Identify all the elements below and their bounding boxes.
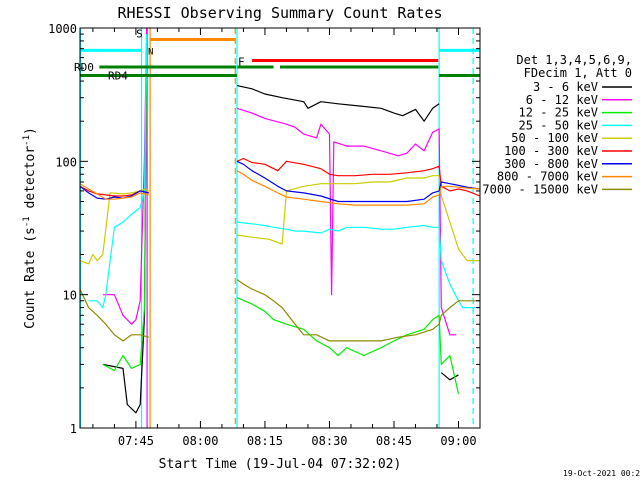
state-label-rd0: RD0	[74, 61, 94, 74]
legend-label-6-12-kev: 6 - 12 keV	[526, 93, 598, 107]
x-tick-label: 08:45	[376, 434, 412, 448]
y-tick-label: 100	[55, 155, 77, 169]
x-tick-label: 08:00	[182, 434, 218, 448]
plot-frame	[79, 27, 481, 429]
legend-header-line-2: FDecim 1, Att 0	[524, 66, 632, 80]
y-axis: 1 10 100 1000	[48, 22, 480, 436]
y-axis-label: Count Rate (s-1 detector-1)	[22, 127, 38, 329]
marker-n-label: N	[148, 47, 153, 57]
x-tick-label: 08:30	[311, 434, 347, 448]
x-tick-label: 08:15	[247, 434, 283, 448]
y-tick-label: 10	[63, 289, 77, 303]
x-tick-label: 09:00	[440, 434, 476, 448]
series-50-100-kev-kev-line	[80, 175, 480, 265]
series-6-12-kev-kev-line	[102, 28, 457, 336]
series-7000-15000-kev-kev-line	[80, 279, 480, 342]
legend-label-7000-15000-kev: 7000 - 15000 keV	[482, 182, 598, 196]
state-label-s: S	[136, 27, 143, 40]
timestamp: 19-Oct-2021 00:28	[563, 469, 640, 478]
x-tick-label: 07:45	[118, 434, 154, 448]
legend-label-25-50-kev: 25 - 50 keV	[519, 118, 598, 132]
chart-title: RHESSI Observing Summary Count Rates	[117, 4, 442, 22]
state-label-f: F	[238, 56, 245, 69]
legend: Det 1,3,4,5,6,9, FDecim 1, Att 0 3 - 6 k…	[482, 53, 632, 196]
y-tick-label: 1	[70, 422, 77, 436]
legend-label-3-6-kev: 3 - 6 keV	[533, 80, 598, 94]
y-tick-label: 1000	[48, 22, 77, 36]
state-labels: S F RD0 RD4 N	[74, 27, 245, 82]
plot-content: S F RD0 RD4 N	[74, 27, 480, 428]
x-axis-label: Start Time (19-Jul-04 07:32:02)	[159, 457, 402, 472]
series-800-7000-kev-kev-line	[80, 170, 480, 206]
legend-label-800-7000-kev: 800 - 7000 keV	[497, 170, 598, 184]
state-label-rd4: RD4	[108, 70, 128, 83]
series-12-25-kev-kev-line	[102, 48, 460, 395]
series-300-800-kev-kev-line	[80, 160, 480, 203]
series-25-50-kev-kev-line	[88, 34, 480, 309]
legend-label-12-25-kev: 12 - 25 keV	[519, 106, 598, 120]
legend-label-100-300-kev: 100 - 300 keV	[504, 144, 598, 158]
legend-label-50-100-kev: 50 - 100 keV	[511, 131, 598, 145]
plot-area	[80, 28, 480, 428]
x-axis: 07:45 08:00 08:15 08:30 08:45 09:00	[92, 28, 481, 448]
legend-label-300-800-kev: 300 - 800 keV	[504, 157, 598, 171]
legend-header-line-1: Det 1,3,4,5,6,9,	[516, 53, 632, 67]
